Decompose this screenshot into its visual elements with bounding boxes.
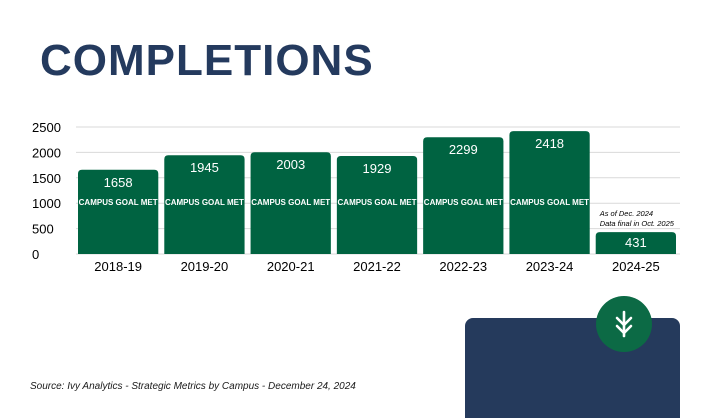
bar-value-label: 1945 (190, 160, 219, 175)
annotation-text: As of Dec. 2024 (599, 209, 653, 218)
x-tick-label: 2024-25 (612, 259, 660, 274)
goal-label: CAMPUS GOAL MET (338, 198, 417, 207)
completions-bar-chart: 0 500 1000 1500 2000 2500 1658 CAMPUS GOAL MET 2… (32, 120, 680, 274)
x-tick-label: 2023-24 (526, 259, 574, 274)
bar-value-label: 1929 (363, 161, 392, 176)
source-note: Source: Ivy Analytics - Strategic Metric… (30, 381, 356, 392)
bar-value-label: 2299 (449, 142, 478, 157)
bar-value-label: 2418 (535, 136, 564, 151)
x-tick-label: 2022-23 (439, 259, 487, 274)
page-title: COMPLETIONS (40, 36, 374, 85)
y-tick-label: 2000 (32, 145, 61, 160)
bar (164, 155, 245, 254)
bar (509, 131, 590, 254)
goal-label: CAMPUS GOAL MET (79, 198, 158, 207)
bar (423, 137, 504, 254)
y-tick-label: 0 (32, 247, 39, 262)
y-tick-label: 2500 (32, 120, 61, 135)
bar (336, 156, 418, 254)
x-tick-label: 2021-22 (353, 259, 401, 274)
goal-label: CAMPUS GOAL MET (165, 198, 244, 207)
x-tick-label: 2020-21 (267, 259, 315, 274)
bar-value-label: 431 (625, 235, 647, 250)
x-tick-label: 2019-20 (181, 259, 229, 274)
y-tick-label: 1000 (32, 196, 61, 211)
bar-value-label: 1658 (104, 175, 133, 190)
y-tick-label: 1500 (32, 171, 61, 186)
ivy-leaf-icon (615, 310, 633, 338)
goal-label: CAMPUS GOAL MET (251, 198, 330, 207)
logo-badge (596, 296, 652, 352)
annotation-text: Data final in Oct. 2025 (600, 219, 675, 228)
bar (78, 169, 159, 254)
goal-label: CAMPUS GOAL MET (424, 198, 503, 207)
goal-label: CAMPUS GOAL MET (510, 198, 589, 207)
bar-value-label: 2003 (276, 157, 305, 172)
bar (595, 232, 676, 254)
x-tick-label: 2018-19 (94, 259, 142, 274)
y-tick-label: 500 (32, 222, 54, 237)
bar (250, 152, 331, 254)
